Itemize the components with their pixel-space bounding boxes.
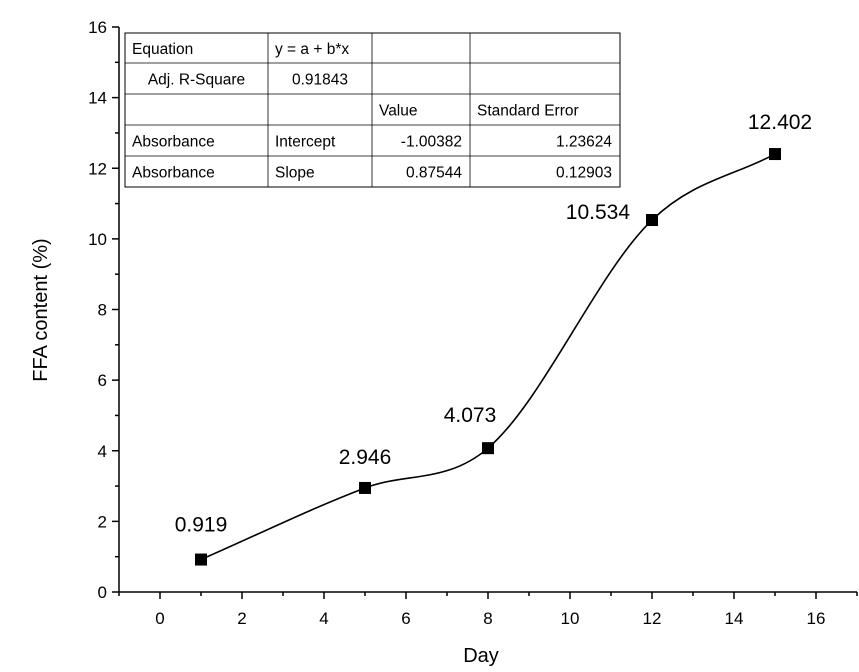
x-tick-label: 0 — [155, 609, 164, 628]
fit-table-cell: Standard Error — [477, 103, 579, 120]
y-tick-label: 0 — [98, 583, 107, 602]
x-tick-label: 4 — [319, 609, 328, 628]
fit-table-cell: Intercept — [275, 134, 336, 151]
data-label: 12.402 — [748, 111, 812, 134]
data-label: 4.073 — [444, 404, 497, 427]
y-tick-label: 8 — [98, 301, 107, 320]
x-tick-label: 12 — [643, 609, 662, 628]
y-axis-ticks: 0 2 4 6 8 10 12 14 16 — [88, 18, 119, 602]
fit-table: Equation y = a + b*x Adj. R-Square 0.91843 V… — [124, 32, 621, 188]
fit-table-cell: Adj. R-Square — [148, 72, 245, 89]
y-axis-title: FFA content (%) — [30, 238, 52, 381]
series-0: 0.919 2.946 4.073 10.534 12.402 — [175, 111, 812, 566]
fit-table-cell: Equation — [132, 41, 193, 58]
x-tick-label: 10 — [561, 609, 580, 628]
y-tick-label: 12 — [88, 159, 107, 178]
y-tick-label: 14 — [88, 89, 107, 108]
fit-table-cell: Absorbance — [132, 165, 215, 182]
fit-table-cell: Slope — [275, 165, 315, 182]
x-axis-ticks: 0 2 4 6 8 10 12 14 16 — [118, 592, 858, 628]
x-tick-label: 8 — [483, 609, 492, 628]
data-point — [482, 442, 494, 455]
series-line — [200, 153, 776, 561]
x-tick-label: 14 — [725, 609, 744, 628]
y-tick-label: 16 — [88, 18, 107, 37]
fit-table-cell: 1.23624 — [556, 134, 612, 151]
x-tick-label: 16 — [807, 609, 826, 628]
data-point — [646, 214, 658, 227]
y-tick-label: 10 — [88, 230, 107, 249]
data-point — [195, 553, 207, 566]
data-label: 10.534 — [566, 201, 631, 224]
data-label: 2.946 — [339, 446, 392, 469]
fit-table-cell: y = a + b*x — [275, 41, 349, 58]
x-tick-label: 2 — [237, 609, 246, 628]
y-tick-label: 6 — [98, 371, 107, 390]
data-point — [769, 148, 781, 161]
fit-table-frame — [124, 32, 621, 188]
y-tick-label: 2 — [98, 512, 107, 531]
fit-table-cell: 0.87544 — [406, 165, 462, 182]
data-point — [359, 481, 371, 494]
fit-table-cell: -1.00382 — [401, 134, 462, 151]
fit-table-cell: 0.12903 — [556, 165, 612, 182]
fit-table-cell: Absorbance — [132, 134, 215, 151]
y-tick-label: 4 — [98, 442, 107, 461]
fit-table-cell: 0.91843 — [292, 72, 348, 89]
data-label: 0.919 — [175, 514, 228, 537]
x-tick-label: 6 — [401, 609, 410, 628]
x-axis-title: Day — [463, 645, 499, 667]
fit-table-cell: Value — [379, 103, 418, 120]
